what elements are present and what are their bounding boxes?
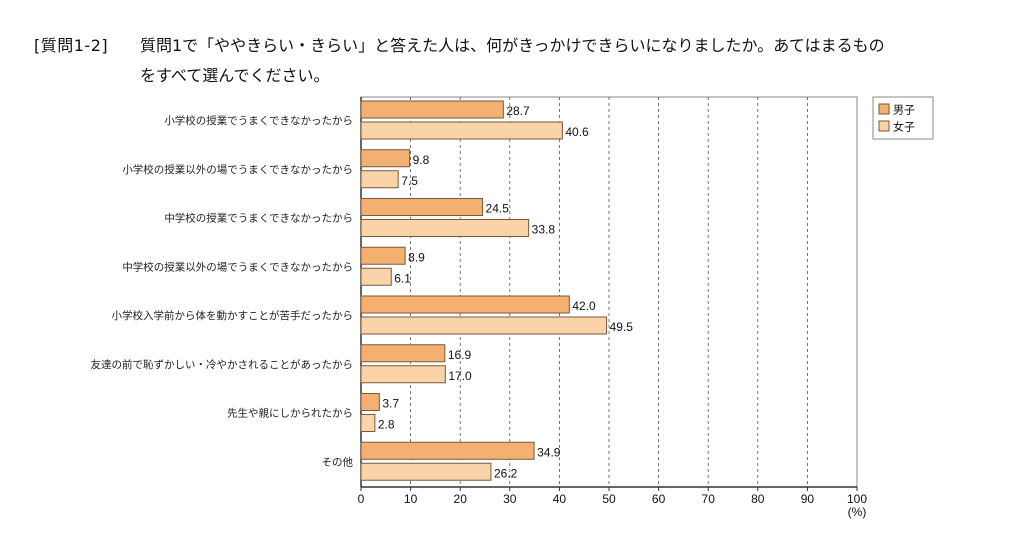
data-label: 34.9 (537, 445, 561, 459)
legend-swatch-male (878, 103, 890, 115)
bar-female (360, 414, 376, 432)
data-label: 49.5 (610, 320, 634, 334)
bar-female (360, 219, 530, 237)
x-tick-label: 70 (702, 492, 716, 506)
category-label: 小学校の授業でうまくできなかったから (164, 114, 353, 127)
x-tick-label: 60 (652, 492, 666, 506)
question-number: [質問1-2] (34, 36, 109, 55)
category-label: その他 (322, 455, 354, 468)
data-label: 17.0 (448, 369, 472, 383)
x-tick-label: 10 (404, 492, 418, 506)
x-tick-label: 40 (553, 492, 567, 506)
chart-title-line2: をすべて選んでください。 (140, 66, 330, 85)
x-tick-label: 50 (602, 492, 616, 506)
legend-label: 男子 (893, 104, 915, 117)
category-label: 小学校入学前から体を動かすことが苦手だったから (112, 309, 354, 322)
bar-male (360, 198, 484, 216)
x-tick-label: 30 (503, 492, 517, 506)
data-label: 26.2 (494, 466, 518, 480)
data-label: 28.7 (506, 104, 530, 118)
x-tick-label: 20 (454, 492, 468, 506)
data-label: 2.8 (378, 418, 395, 432)
data-label: 3.7 (382, 397, 399, 411)
bar-female (360, 316, 608, 335)
category-label: 中学校の授業でうまくできなかったから (164, 212, 353, 225)
bar-female (360, 365, 446, 384)
data-label: 42.0 (572, 299, 596, 313)
legend-label: 女子 (893, 120, 915, 134)
bar-female (360, 267, 392, 286)
category-label: 先生や親にしかられたから (227, 407, 353, 420)
data-label: 24.5 (486, 202, 510, 216)
bar-male (360, 246, 406, 265)
x-axis-unit: (%) (848, 505, 867, 519)
bar-female (360, 121, 563, 140)
bar-male (360, 393, 380, 411)
data-label: 33.8 (532, 223, 556, 237)
data-label: 8.9 (408, 250, 425, 264)
bar-male (360, 344, 446, 363)
bar-male (360, 100, 504, 119)
data-label: 40.6 (565, 125, 589, 139)
x-tick-label: 80 (751, 492, 765, 506)
legend-swatch-female (878, 120, 890, 132)
bar-female (360, 462, 492, 481)
category-label: 小学校の授業以外の場でうまくできなかったから (122, 163, 353, 176)
data-label: 9.8 (413, 153, 430, 167)
x-tick-label: 100 (847, 492, 867, 506)
category-label: 友達の前で恥ずかしい・冷やかされることがあったから (91, 358, 354, 371)
bar-female (360, 170, 399, 189)
data-label: 16.9 (448, 348, 472, 362)
chart-title-line1: 質問1で「ややきらい・きらい」と答えた人は、何がきっかけできらいになりましたか。… (140, 36, 885, 55)
bar-male (360, 149, 411, 168)
bar-male (360, 441, 535, 460)
data-label: 6.1 (394, 271, 411, 285)
bar-male (360, 295, 570, 314)
category-label: 中学校の授業以外の場でうまくできなかったから (122, 260, 353, 273)
x-tick-label: 90 (801, 492, 815, 506)
x-tick-label: 0 (358, 492, 365, 506)
data-label: 7.5 (401, 174, 418, 188)
